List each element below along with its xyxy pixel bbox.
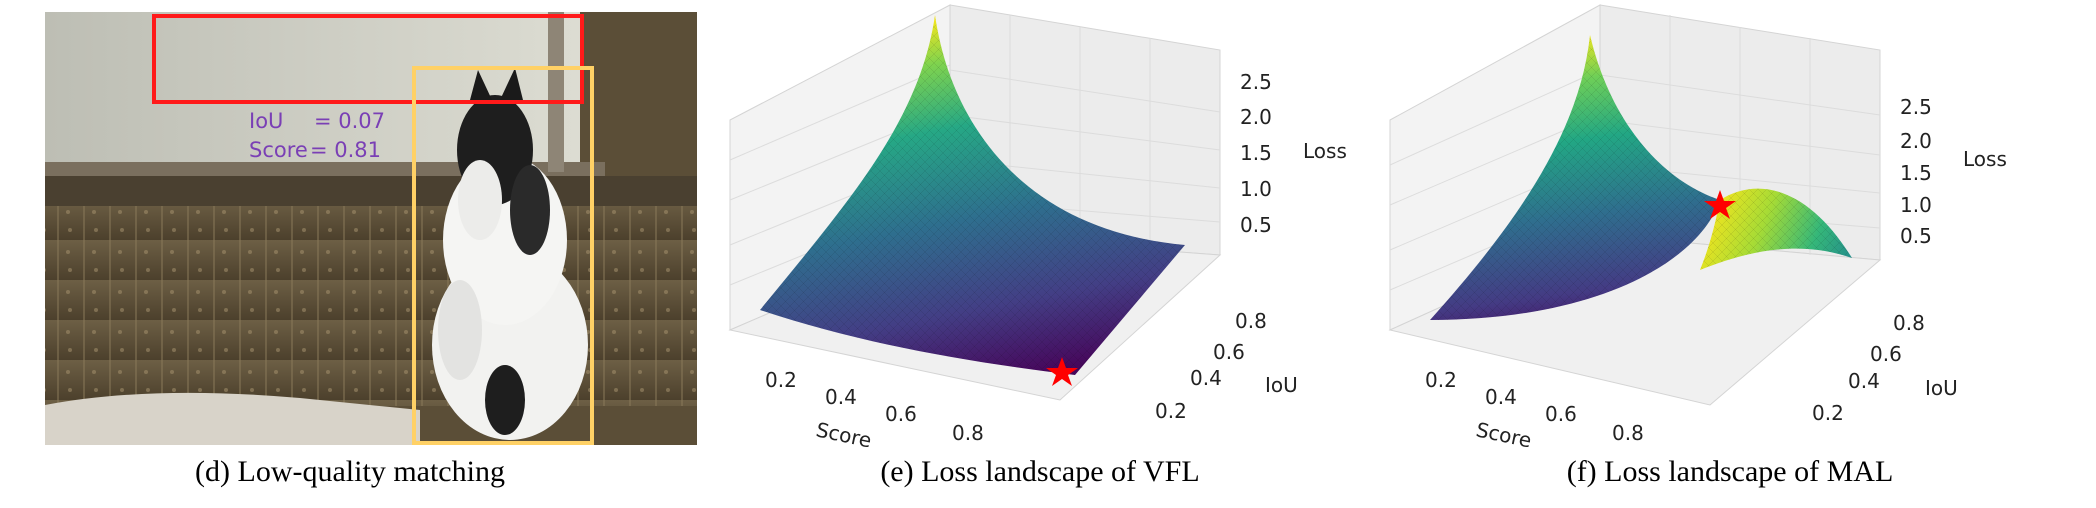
mal-y-tick: 0.2 xyxy=(1812,401,1844,425)
score-value: = 0.81 xyxy=(310,138,381,162)
vfl-z-tick: 1.0 xyxy=(1240,177,1272,201)
panel-vfl-landscape: 0.5 1.0 1.5 2.0 2.5 Loss 0.2 0.4 0.6 0.8… xyxy=(700,0,1380,508)
mal-3d-plot: 0.5 1.0 1.5 2.0 2.5 Loss 0.2 0.4 0.6 0.8… xyxy=(1388,4,2007,453)
window-frame xyxy=(548,12,564,172)
mal-optimum-star xyxy=(1704,190,1736,219)
vfl-z-tick: 2.5 xyxy=(1240,70,1272,94)
panel-low-quality-matching: IoU = 0.07 Score = 0.81 (d) Low-quality … xyxy=(0,0,700,508)
vfl-3d-plot: 0.5 1.0 1.5 2.0 2.5 Loss 0.2 0.4 0.6 0.8… xyxy=(728,4,1347,453)
mal-x-tick: 0.2 xyxy=(1425,368,1457,392)
mal-x-tick: 0.8 xyxy=(1612,421,1644,445)
vfl-z-tick: 1.5 xyxy=(1240,141,1272,165)
mal-z-tick: 1.5 xyxy=(1900,161,1932,185)
vfl-y-tick: 0.6 xyxy=(1213,340,1245,364)
vfl-x-tick: 0.2 xyxy=(765,368,797,392)
mal-x-label: Score xyxy=(1474,417,1534,450)
vfl-z-label: Loss xyxy=(1303,139,1347,163)
mal-y-tick: 0.8 xyxy=(1893,311,1925,335)
vfl-y-tick: 0.8 xyxy=(1235,309,1267,333)
iou-label: IoU xyxy=(249,109,283,133)
ground-truth-box xyxy=(412,66,594,445)
mal-z-label: Loss xyxy=(1963,147,2007,171)
vfl-y-tick: 0.4 xyxy=(1190,366,1222,390)
vfl-y-tick: 0.2 xyxy=(1155,399,1187,423)
wall-shadow xyxy=(45,176,697,206)
iou-value: = 0.07 xyxy=(314,109,385,133)
low-quality-box xyxy=(152,14,584,104)
vfl-z-tick: 0.5 xyxy=(1240,213,1272,237)
mal-z-tick: 1.0 xyxy=(1900,193,1932,217)
mal-y-tick: 0.4 xyxy=(1848,369,1880,393)
vfl-x-tick: 0.8 xyxy=(952,421,984,445)
mal-y-label: IoU xyxy=(1925,376,1958,400)
panel-mal-landscape: 0.5 1.0 1.5 2.0 2.5 Loss 0.2 0.4 0.6 0.8… xyxy=(1380,0,2080,508)
vfl-x-tick: 0.6 xyxy=(885,402,917,426)
dog xyxy=(432,68,588,440)
vfl-x-tick: 0.4 xyxy=(825,385,857,409)
mal-x-tick: 0.6 xyxy=(1545,402,1577,426)
caption-d: (d) Low-quality matching xyxy=(195,455,505,488)
mal-z-tick: 2.5 xyxy=(1900,95,1932,119)
vfl-x-label: Score xyxy=(814,417,874,450)
bed xyxy=(45,392,420,445)
caption-e: (e) Loss landscape of VFL xyxy=(880,455,1200,488)
caption-f: (f) Loss landscape of MAL xyxy=(1566,455,1894,488)
score-label: Score xyxy=(249,138,308,162)
mal-z-tick: 0.5 xyxy=(1900,224,1932,248)
vfl-y-label: IoU xyxy=(1265,373,1298,397)
mal-z-tick: 2.0 xyxy=(1900,129,1932,153)
mal-y-tick: 0.6 xyxy=(1870,342,1902,366)
vfl-z-tick: 2.0 xyxy=(1240,105,1272,129)
mal-x-tick: 0.4 xyxy=(1485,385,1517,409)
wallpaper xyxy=(45,206,697,406)
photo-illustration: IoU = 0.07 Score = 0.81 xyxy=(45,12,697,445)
vfl-optimum-star xyxy=(1046,357,1078,386)
